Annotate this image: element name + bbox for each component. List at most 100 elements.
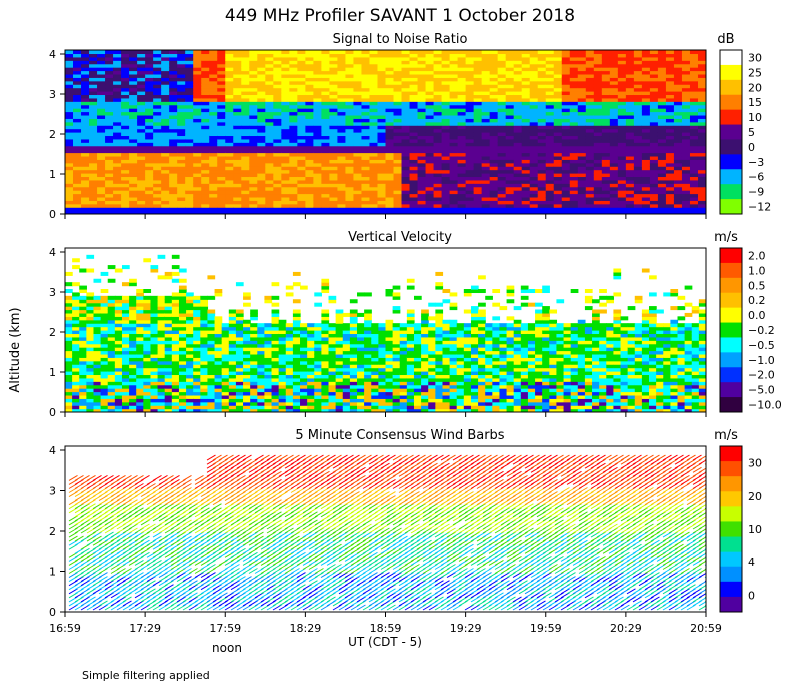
snr-cell [361,162,371,167]
snr-cell [521,183,531,188]
vv-cell [193,364,201,369]
snr-cell [689,94,699,99]
snr-cell [529,53,539,58]
snr-cell [145,155,154,160]
snr-cell [441,91,451,96]
snr-cell [665,186,675,191]
snr-cell [577,135,587,140]
vv-cell [228,394,237,399]
snr-cell [321,128,331,133]
vv-cell [65,289,73,294]
vv-cell [100,299,109,304]
snr-cell [409,176,419,181]
snr-cell [425,101,435,106]
vv-cell [186,336,194,341]
vv-cell [271,336,280,341]
snr-cell [545,84,555,89]
snr-cell [145,142,154,147]
vv-cell [228,343,237,348]
snr-cell [569,108,579,113]
snr-cell [393,210,403,214]
snr-cell [529,173,539,178]
snr-cell [361,183,371,188]
snr-cell [185,118,194,123]
vv-cell [292,408,301,412]
snr-cell [537,135,547,140]
snr-cell [273,176,282,181]
snr-cell [281,114,290,119]
snr-cell [233,108,242,113]
snr-cell [281,149,290,154]
snr-cell [593,56,603,61]
snr-cell [201,159,210,164]
snr-cell [345,135,355,140]
snr-cell [193,108,202,113]
snr-cell [153,70,162,75]
snr-cell [449,94,459,99]
snr-cell [385,56,395,61]
snr-cell [217,190,226,195]
snr-cell [89,121,98,126]
snr-cell [401,138,411,143]
vv-cell [178,289,187,294]
snr-cell [681,53,691,58]
snr-cell [537,67,547,72]
snr-cell [609,53,619,58]
snr-cell [689,155,699,160]
snr-cell [545,200,555,205]
vv-cell [93,336,102,341]
snr-cell [81,84,90,89]
snr-cell [377,118,387,123]
snr-cell [417,166,427,171]
snr-cell [321,118,331,123]
snr-cell [193,152,202,157]
snr-cell [105,169,114,174]
snr-cell [73,84,82,89]
snr-cell [569,142,579,147]
snr-cell [393,155,403,160]
snr-cell [641,203,651,208]
snr-cell [601,114,611,119]
vv-cell [107,343,116,348]
snr-cell [489,91,499,96]
vv-cell [164,323,173,328]
snr-cell [313,152,322,157]
snr-cell [553,196,563,201]
snr-cell [81,77,90,82]
snr-cell [153,169,162,174]
vv-cell [243,357,251,362]
snr-cell [137,101,146,106]
snr-cell [81,169,90,174]
snr-cell [353,128,363,133]
snr-cell [361,149,371,154]
vv-cell [157,388,166,393]
snr-cell [305,179,314,184]
snr-cell [553,80,563,85]
snr-cell [545,50,555,55]
snr-cell [665,56,675,61]
vv-cell [93,384,102,389]
snr-cell [137,60,146,65]
snr-cell [361,179,371,184]
snr-cell [113,97,122,102]
vv-cell [107,309,116,314]
snr-cell [609,186,619,191]
vv-cell [114,333,123,338]
snr-cell [225,169,234,174]
snr-cell [633,138,643,143]
snr-cell [665,53,675,58]
snr-cell [625,97,635,102]
snr-cell [425,111,435,116]
snr-cell [233,111,242,116]
snr-cell [217,203,226,208]
snr-cell [105,101,114,106]
vv-cell [121,323,130,328]
snr-cell [337,80,347,85]
snr-cell [513,121,523,126]
snr-cell [105,125,114,130]
vv-cell [228,326,237,331]
vv-cell [178,405,187,410]
vv-cell [250,343,258,348]
snr-cell [329,135,339,140]
snr-cell [697,121,706,126]
